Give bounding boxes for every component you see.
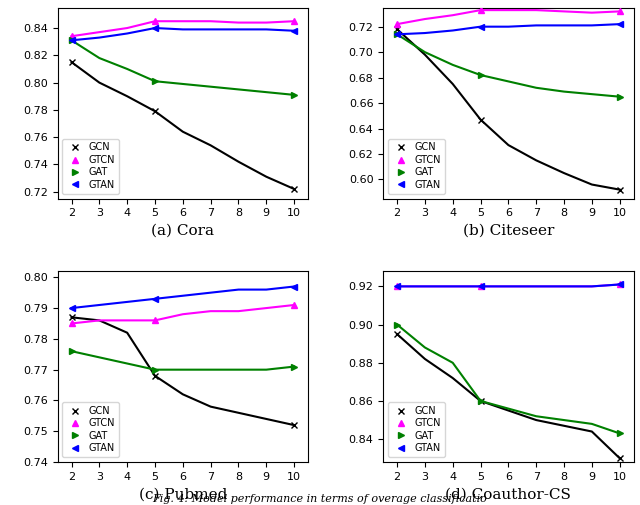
GAT xyxy=(393,322,401,328)
GTAN xyxy=(151,25,159,31)
Line: GCN: GCN xyxy=(68,59,298,192)
GTCN xyxy=(616,9,623,15)
GCN xyxy=(68,59,76,65)
Line: GAT: GAT xyxy=(394,321,623,437)
Line: GTAN: GTAN xyxy=(394,281,623,290)
Line: GTCN: GTCN xyxy=(394,7,623,28)
GTCN xyxy=(393,21,401,27)
GCN xyxy=(616,187,623,193)
GCN xyxy=(68,314,76,320)
Legend: GCN, GTCN, GAT, GTAN: GCN, GTCN, GAT, GTAN xyxy=(388,402,445,457)
Line: GTCN: GTCN xyxy=(394,281,623,290)
Line: GTAN: GTAN xyxy=(68,25,298,44)
GTCN xyxy=(477,283,484,289)
X-axis label: (c) Pubmed: (c) Pubmed xyxy=(139,487,227,501)
GTCN xyxy=(291,302,298,308)
GTAN xyxy=(151,296,159,302)
GCN xyxy=(477,398,484,404)
Line: GTAN: GTAN xyxy=(394,21,623,38)
GAT xyxy=(393,31,401,37)
GAT xyxy=(151,78,159,84)
GTAN xyxy=(393,31,401,37)
GCN xyxy=(393,331,401,337)
Line: GTAN: GTAN xyxy=(68,283,298,312)
GTCN xyxy=(68,33,76,39)
Line: GTCN: GTCN xyxy=(68,18,298,40)
GAT xyxy=(616,430,623,436)
GCN xyxy=(151,108,159,114)
Legend: GCN, GTCN, GAT, GTAN: GCN, GTCN, GAT, GTAN xyxy=(388,138,445,194)
GTAN xyxy=(477,24,484,30)
GTCN xyxy=(151,18,159,24)
GCN xyxy=(151,373,159,379)
GCN xyxy=(291,422,298,428)
GAT xyxy=(291,92,298,98)
Line: GAT: GAT xyxy=(68,348,298,373)
GAT xyxy=(68,37,76,43)
Line: GTCN: GTCN xyxy=(68,301,298,327)
GCN xyxy=(291,186,298,192)
GTAN xyxy=(393,283,401,289)
GAT xyxy=(291,364,298,370)
GAT xyxy=(477,72,484,78)
Text: Fig. 4: Model performance in terms of overage classificatio: Fig. 4: Model performance in terms of ov… xyxy=(152,494,488,504)
GTCN xyxy=(616,281,623,287)
GAT xyxy=(68,348,76,354)
GTCN xyxy=(68,321,76,327)
Legend: GCN, GTCN, GAT, GTAN: GCN, GTCN, GAT, GTAN xyxy=(63,138,119,194)
GAT xyxy=(616,93,623,99)
Line: GAT: GAT xyxy=(68,37,298,98)
GTCN xyxy=(393,283,401,289)
GTAN xyxy=(291,283,298,289)
Line: GCN: GCN xyxy=(394,331,623,462)
X-axis label: (d) Coauthor-CS: (d) Coauthor-CS xyxy=(445,487,572,501)
GAT xyxy=(151,367,159,373)
Line: GCN: GCN xyxy=(394,26,623,193)
Legend: GCN, GTCN, GAT, GTAN: GCN, GTCN, GAT, GTAN xyxy=(63,402,119,457)
Line: GCN: GCN xyxy=(68,314,298,429)
GTCN xyxy=(151,317,159,323)
GTAN xyxy=(68,305,76,311)
GTAN xyxy=(616,21,623,27)
GTCN xyxy=(291,18,298,24)
GTAN xyxy=(68,37,76,43)
GCN xyxy=(393,26,401,32)
X-axis label: (b) Citeseer: (b) Citeseer xyxy=(463,224,554,238)
GTAN xyxy=(616,281,623,287)
Line: GAT: GAT xyxy=(394,31,623,100)
GTAN xyxy=(291,28,298,34)
GCN xyxy=(616,455,623,461)
GTAN xyxy=(477,283,484,289)
X-axis label: (a) Cora: (a) Cora xyxy=(151,224,214,238)
GTCN xyxy=(477,7,484,13)
GAT xyxy=(477,398,484,404)
GCN xyxy=(477,117,484,123)
